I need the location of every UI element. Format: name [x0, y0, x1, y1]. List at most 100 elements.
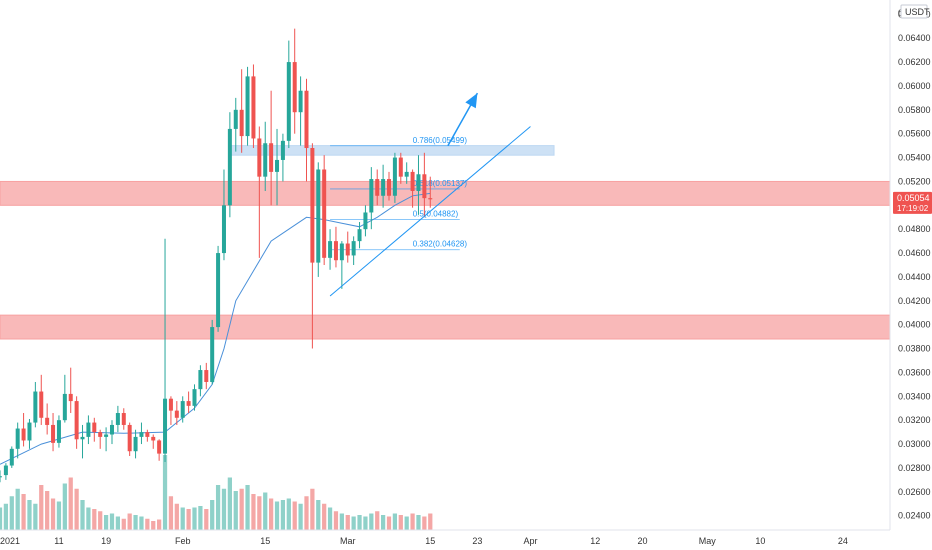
x-tick-label: Mar [340, 536, 356, 546]
y-tick-label: 0.03000 [898, 439, 931, 449]
candle [62, 374, 67, 423]
candle [109, 420, 114, 445]
candle [163, 238, 168, 462]
y-tick-label: 0.02800 [898, 463, 931, 473]
volume-bar [386, 516, 392, 530]
volume-bar [322, 503, 327, 530]
candle [80, 424, 85, 459]
candle-body [27, 422, 32, 441]
x-tick-label: Feb [175, 536, 191, 546]
volume-bar [227, 477, 232, 530]
candle [121, 408, 126, 430]
candle-body [15, 428, 20, 449]
y-tick-label: 0.03400 [898, 391, 931, 401]
candle-body [56, 420, 61, 443]
candle [292, 28, 297, 134]
candle-body [86, 422, 91, 437]
current-price-tag: 0.05054 17:19:02 [893, 191, 932, 214]
currency-box[interactable] [900, 4, 928, 19]
drawings-layer [329, 92, 531, 297]
fib-level-label: 0.618(0.05137) [413, 179, 468, 188]
y-tick-label: 0.02400 [898, 511, 931, 521]
candle-body [127, 424, 132, 452]
volume-bar [404, 516, 409, 530]
candle-body [157, 440, 162, 454]
fib-level-label: 0.382(0.04628) [413, 240, 468, 249]
candle-body [275, 159, 280, 172]
candle-body [398, 157, 403, 177]
candle-body [3, 465, 8, 476]
candle [387, 171, 392, 201]
candle-body [33, 391, 38, 423]
candle-body [381, 179, 386, 196]
candle [245, 66, 250, 146]
candle [269, 90, 274, 206]
volume-bar [56, 501, 62, 530]
candle [27, 418, 32, 449]
candle-body [345, 243, 350, 256]
x-tick-labels: 2021 11 19 Feb 15 Mar 15 23 Apr 12 20 May 10 24 [0, 536, 848, 546]
candle-body [392, 157, 397, 196]
candle-body [210, 327, 215, 382]
volume-bar [50, 498, 56, 530]
volume-bar [174, 503, 179, 530]
candle [233, 97, 238, 152]
price-axis[interactable]: 0.066000.064000.062000.060000.058000.056… [889, 0, 932, 530]
candle-body [151, 436, 156, 441]
candles-layer [0, 28, 433, 483]
volume-bar [86, 507, 91, 530]
candle-body [45, 417, 50, 425]
volume-bar [33, 503, 38, 530]
candle [322, 155, 327, 265]
candle [104, 427, 109, 452]
volume-bar [103, 515, 109, 530]
candle-body [269, 143, 274, 172]
y-tick-label: 0.06400 [898, 33, 931, 43]
candle [133, 429, 138, 459]
candle [286, 40, 291, 149]
x-tick-label: 24 [838, 536, 848, 546]
candle [381, 164, 386, 208]
candle [251, 64, 256, 149]
y-tick-label: 0.03800 [898, 344, 931, 354]
candle-body [39, 391, 44, 418]
volume-bar [15, 488, 20, 530]
candle [151, 434, 156, 449]
volume-bar [233, 491, 238, 530]
volume-bar [422, 516, 427, 530]
candle [210, 319, 215, 385]
x-tick-label: 15 [425, 536, 435, 546]
volume-bar [280, 500, 286, 530]
volume-bar [98, 511, 103, 530]
volume-bar [21, 494, 26, 530]
candle [21, 413, 26, 447]
candle [333, 226, 338, 268]
candle [275, 128, 280, 206]
volume-bar [3, 503, 9, 530]
volume-bar [416, 515, 421, 530]
volume-bar [369, 513, 374, 530]
x-tick-label: 10 [755, 536, 765, 546]
candle [145, 429, 150, 442]
candle [328, 229, 333, 270]
x-tick-label: 15 [260, 536, 270, 546]
volume-bar [380, 515, 386, 530]
volume-bar [151, 521, 156, 530]
candle-body [21, 428, 26, 441]
candle [422, 152, 427, 218]
volume-bar [375, 511, 380, 530]
time-axis[interactable]: 2021 11 19 Feb 15 Mar 15 23 Apr 12 20 May 10 24 [0, 529, 890, 546]
candle [157, 439, 162, 461]
y-tick-label: 0.04800 [898, 224, 931, 234]
candle [15, 422, 20, 459]
volume-bar [333, 511, 339, 530]
y-tick-label: 0.03600 [898, 367, 931, 377]
candle [416, 155, 421, 215]
candle [186, 391, 191, 414]
candle-body [363, 212, 368, 230]
candle [363, 205, 368, 237]
candle-body [404, 171, 409, 177]
candle-body [227, 128, 232, 206]
